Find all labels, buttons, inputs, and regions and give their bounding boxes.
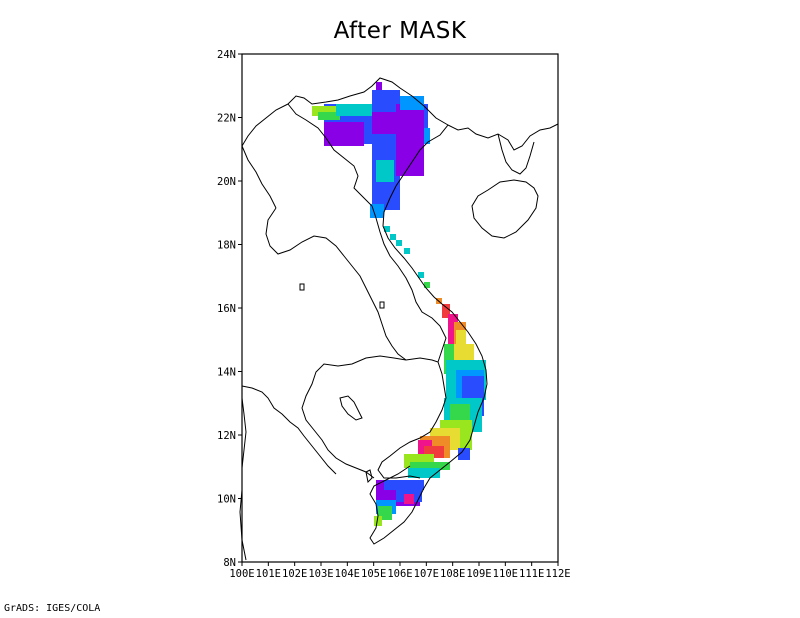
lon-tick-label: 112E	[545, 568, 570, 580]
shaded-cell	[384, 226, 390, 232]
lon-tick-label: 105E	[361, 568, 386, 580]
shaded-cell	[318, 112, 340, 120]
lon-tick-label: 101E	[256, 568, 281, 580]
border-laos-north	[241, 103, 289, 209]
shaded-cell	[370, 204, 384, 218]
masked-field-layer	[312, 82, 486, 526]
hainan-island	[471, 179, 539, 239]
shaded-cell	[424, 128, 430, 144]
shaded-cell	[376, 160, 394, 182]
shaded-cell	[372, 182, 392, 202]
lat-tick-label: 20N	[217, 176, 236, 188]
shaded-cell	[312, 106, 336, 116]
shaded-cell	[404, 494, 414, 504]
shaded-cell	[410, 462, 450, 470]
lon-tick-label: 108E	[440, 568, 465, 580]
shaded-cell	[390, 234, 396, 240]
coastline-thailand	[241, 385, 337, 475]
shaded-cell	[336, 104, 372, 116]
shaded-cell	[418, 272, 424, 278]
lon-tick-label: 107E	[414, 568, 439, 580]
shaded-cell	[424, 282, 430, 288]
border-laos-thailand	[265, 207, 407, 361]
lon-tick-label: 109E	[466, 568, 491, 580]
lat-tick-label: 22N	[217, 113, 236, 125]
leizhou-peninsula	[497, 133, 535, 175]
border-vietnam-laos	[287, 103, 447, 363]
shaded-cell	[408, 468, 440, 478]
shaded-cell	[376, 82, 382, 90]
lat-tick-label: 16N	[217, 303, 236, 315]
lon-tick-label: 111E	[519, 568, 544, 580]
lat-tick-label: 12N	[217, 430, 236, 442]
latitude-axis: 8N 10N 12N 14N 16N 18N 20N 22N 24N	[217, 49, 242, 569]
shaded-cell	[404, 248, 410, 254]
lon-tick-label: 102E	[282, 568, 307, 580]
shaded-cell	[374, 516, 382, 526]
border-cambodia-thailand	[301, 355, 407, 479]
lon-tick-label: 103E	[308, 568, 333, 580]
shaded-cell	[400, 96, 424, 110]
coastline-layer	[369, 123, 559, 545]
lat-tick-label: 18N	[217, 240, 236, 252]
lon-tick-label: 110E	[493, 568, 518, 580]
longitude-axis: 100E 101E 102E 103E 104E 105E 106E 107E 108E 109E…	[229, 562, 571, 580]
shaded-cell	[442, 304, 450, 318]
island-phu-quoc	[365, 469, 373, 484]
shaded-cell	[324, 122, 364, 146]
shaded-cell	[396, 104, 424, 176]
island-small-1	[299, 283, 305, 291]
grads-credit: GrADS: IGES/COLA	[4, 603, 101, 614]
shaded-cell	[448, 314, 458, 344]
coastline-vietnam	[369, 124, 488, 545]
shaded-cell	[396, 240, 402, 246]
lat-tick-label: 24N	[217, 49, 236, 61]
coastline-china-south	[447, 123, 559, 151]
border-cambodia-vietnam	[377, 357, 447, 479]
tonle-sap-lake	[339, 395, 363, 421]
border-vietnam-china	[287, 77, 449, 126]
lat-tick-label: 14N	[217, 367, 236, 379]
shaded-cell	[372, 112, 398, 134]
island-small-2	[379, 301, 385, 309]
lat-tick-label: 8N	[223, 557, 236, 569]
lat-tick-label: 10N	[217, 494, 236, 506]
shaded-cell	[458, 448, 470, 460]
shaded-cell	[456, 330, 466, 346]
map-title: After MASK	[333, 18, 467, 44]
lon-tick-label: 104E	[335, 568, 360, 580]
lon-tick-label: 106E	[387, 568, 412, 580]
coastline-malay-peninsula	[239, 397, 247, 561]
lon-tick-label: 100E	[229, 568, 254, 580]
shaded-cell	[384, 480, 424, 490]
